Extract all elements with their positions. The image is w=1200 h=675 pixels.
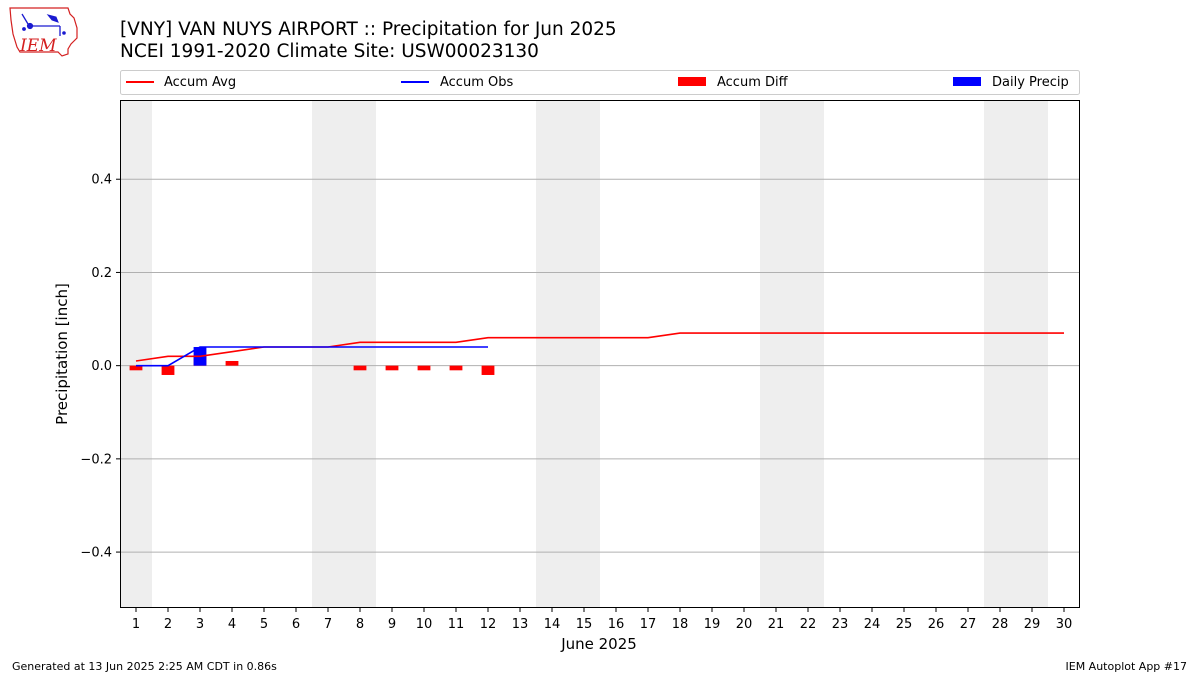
weekend-band: [984, 100, 1016, 608]
x-tick-label: 12: [480, 617, 497, 632]
legend-label-accum-diff: Accum Diff: [717, 75, 789, 90]
legend-item-daily-precip: Daily Precip: [953, 75, 1069, 90]
legend-swatch-daily-precip: [953, 77, 981, 86]
y-tick-label: 0.0: [91, 359, 112, 374]
accum-diff-bar: [353, 365, 367, 371]
x-tick-label: 18: [672, 617, 689, 632]
bars: [129, 347, 495, 375]
x-tick-label: 16: [608, 617, 625, 632]
logo-text: IEM: [19, 36, 57, 56]
accum-diff-bar: [417, 365, 431, 371]
legend-item-accum-obs: Accum Obs: [401, 75, 513, 90]
accum-diff-bar: [129, 365, 143, 371]
x-tick-label: 7: [324, 617, 332, 632]
weekend-band: [760, 100, 792, 608]
weekend-band: [568, 100, 600, 608]
x-axis: 1 2 3 4 5 6 7 8 9 10 11 12 13 14 15 16 17 18 19 20 21 22 23 24 2…: [132, 608, 1072, 632]
chart-title: [VNY] VAN NUYS AIRPORT :: Precipitation …: [120, 19, 617, 40]
x-tick-label: 17: [640, 617, 657, 632]
weekend-band: [536, 100, 568, 608]
legend-swatch-accum-diff: [678, 77, 706, 86]
accum-diff-bar: [225, 360, 239, 366]
x-tick-label: 23: [832, 617, 849, 632]
x-tick-label: 10: [416, 617, 433, 632]
y-tick-label: 0.2: [91, 266, 112, 281]
accum-diff-bar: [385, 365, 399, 371]
accum-diff-bar: [449, 365, 463, 371]
y-tick-label: −0.4: [80, 546, 112, 561]
logo-state-outline: [9, 7, 78, 57]
y-tick-label: 0.4: [91, 173, 112, 188]
legend-item-accum-avg: Accum Avg: [126, 75, 236, 90]
x-tick-label: 11: [448, 617, 465, 632]
y-tick-label: −0.2: [80, 452, 112, 467]
weekend-bands: [120, 100, 1048, 608]
x-tick-label: 4: [228, 617, 236, 632]
x-tick-label: 15: [576, 617, 593, 632]
logo-weather-icons: [21, 13, 66, 36]
x-tick-label: 9: [388, 617, 396, 632]
legend: Accum Avg Accum Obs Accum Diff Daily Pre…: [120, 70, 1080, 95]
iem-logo: IEM: [9, 7, 78, 57]
y-axis: −0.4 −0.2 0.0 0.2 0.4: [80, 173, 120, 561]
chart-subtitle: NCEI 1991-2020 Climate Site: USW00023130: [120, 41, 539, 62]
x-tick-label: 2: [164, 617, 172, 632]
x-tick-label: 19: [704, 617, 721, 632]
legend-frame: [120, 70, 1080, 95]
x-tick-label: 3: [196, 617, 204, 632]
weekend-band: [120, 100, 152, 608]
legend-label-daily-precip: Daily Precip: [992, 75, 1069, 90]
x-tick-label: 26: [928, 617, 945, 632]
x-tick-label: 13: [512, 617, 529, 632]
x-tick-label: 1: [132, 617, 140, 632]
weekend-band: [792, 100, 824, 608]
x-tick-label: 25: [896, 617, 913, 632]
lines: [135, 332, 1064, 367]
x-tick-label: 22: [800, 617, 817, 632]
accum-diff-bar: [161, 365, 175, 375]
x-tick-label: 24: [864, 617, 881, 632]
x-tick-label: 30: [1056, 617, 1073, 632]
legend-label-accum-avg: Accum Avg: [164, 75, 236, 90]
x-tick-label: 5: [260, 617, 268, 632]
accum-diff-bar: [481, 365, 495, 375]
x-axis-label: June 2025: [560, 635, 637, 653]
weekend-band: [1016, 100, 1048, 608]
x-tick-label: 27: [960, 617, 977, 632]
weekend-band: [312, 100, 344, 608]
plot-frame: [120, 100, 1080, 608]
x-tick-label: 20: [736, 617, 753, 632]
x-tick-label: 8: [356, 617, 364, 632]
legend-label-accum-obs: Accum Obs: [440, 75, 513, 90]
accum-obs-line: [136, 346, 488, 367]
y-gridlines: [120, 178, 1080, 553]
weekend-band: [344, 100, 376, 608]
x-tick-label: 21: [768, 617, 785, 632]
x-tick-label: 6: [292, 617, 300, 632]
x-tick-label: 28: [992, 617, 1009, 632]
y-axis-label: Precipitation [inch]: [53, 283, 71, 425]
x-tick-label: 29: [1024, 617, 1041, 632]
x-tick-label: 14: [544, 617, 561, 632]
footer-app-text: IEM Autoplot App #17: [1066, 660, 1188, 673]
legend-item-accum-diff: Accum Diff: [678, 75, 789, 90]
footer-generated-text: Generated at 13 Jun 2025 2:25 AM CDT in …: [12, 660, 277, 673]
